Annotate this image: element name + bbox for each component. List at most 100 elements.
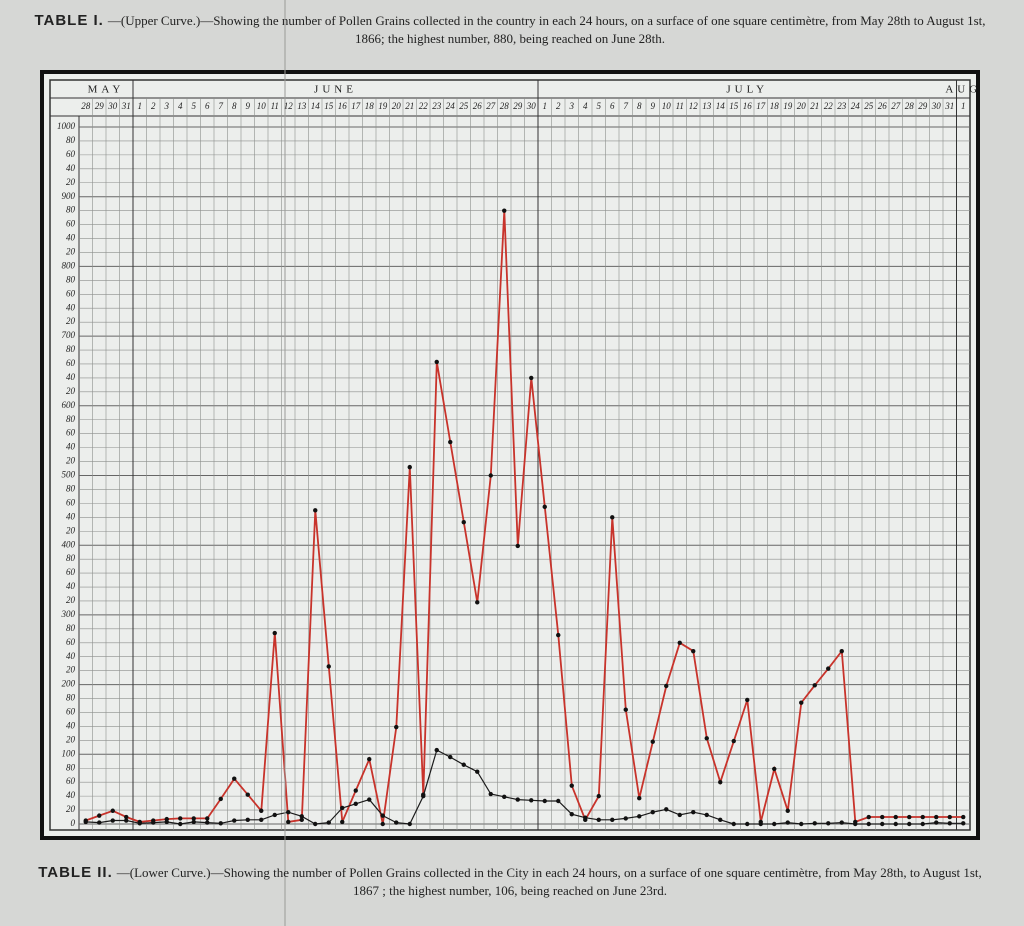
data-point: [610, 817, 615, 823]
x-tick-label: 1: [961, 101, 966, 111]
caption-text: —(Lower Curve.)—Showing the number of Po…: [116, 865, 982, 898]
data-point: [880, 814, 885, 820]
y-tick-label: 80: [66, 414, 76, 424]
data-point: [245, 792, 250, 797]
y-tick-label: 100: [62, 748, 76, 758]
x-tick-label: 29: [918, 101, 928, 111]
data-point: [772, 766, 777, 772]
month-label: JUNE: [314, 84, 357, 96]
x-tick-label: 9: [246, 101, 251, 111]
data-point: [664, 683, 669, 689]
data-point: [785, 808, 790, 813]
y-tick-label: 900: [62, 191, 76, 201]
data-point: [191, 819, 196, 825]
data-point: [583, 815, 588, 820]
x-tick-label: 29: [95, 101, 105, 111]
y-tick-label: 40: [66, 581, 76, 591]
data-point: [866, 814, 871, 820]
data-point: [448, 754, 453, 760]
data-point: [718, 779, 723, 785]
data-point: [650, 809, 655, 815]
data-point: [758, 821, 763, 827]
x-tick-label: 25: [864, 101, 874, 111]
y-tick-label: 800: [62, 260, 76, 270]
x-tick-label: 11: [676, 101, 684, 111]
data-point: [488, 473, 493, 478]
data-point: [637, 796, 642, 801]
x-tick-label: 9: [651, 101, 656, 111]
x-tick-label: 19: [783, 101, 793, 111]
data-point: [664, 807, 669, 812]
data-point: [164, 819, 169, 825]
y-tick-label: 80: [66, 274, 76, 284]
data-point: [677, 640, 682, 645]
x-tick-label: 2: [151, 101, 156, 111]
data-point: [380, 821, 385, 827]
y-tick-label: 40: [66, 442, 76, 452]
y-tick-label: 60: [66, 428, 76, 438]
data-point: [893, 814, 898, 820]
x-tick-label: 20: [797, 101, 807, 111]
data-point: [83, 819, 88, 825]
data-point: [515, 797, 520, 802]
y-tick-label: 60: [66, 497, 76, 507]
x-tick-label: 5: [192, 101, 197, 111]
y-tick-label: 20: [66, 247, 76, 257]
x-tick-label: 1: [543, 101, 548, 111]
x-tick-label: 26: [878, 101, 888, 111]
x-tick-label: 8: [232, 101, 237, 111]
y-tick-label: 40: [66, 720, 76, 730]
y-tick-label: 20: [66, 804, 76, 814]
data-point: [934, 820, 939, 825]
series-line: [85, 210, 964, 825]
data-point: [650, 739, 655, 744]
y-tick-label: 60: [66, 707, 76, 717]
data-point: [245, 817, 250, 823]
data-point: [961, 814, 966, 820]
data-point: [691, 648, 696, 654]
x-tick-label: 3: [569, 101, 575, 111]
data-point: [97, 813, 102, 818]
x-tick-label: 12: [689, 101, 699, 111]
y-tick-label: 400: [62, 539, 76, 549]
data-point: [691, 809, 696, 815]
x-tick-label: 18: [365, 101, 375, 111]
data-point: [475, 600, 480, 605]
data-point: [367, 756, 372, 762]
y-tick-label: 600: [62, 400, 76, 410]
data-point: [232, 818, 237, 823]
y-tick-label: 80: [66, 693, 76, 703]
title: TABLE I. —(Upper Curve.)—Showing the numb…: [30, 12, 990, 48]
data-point: [232, 776, 237, 781]
data-point: [205, 816, 210, 821]
data-point: [961, 821, 966, 826]
y-tick-label: 20: [66, 595, 76, 605]
data-point: [745, 821, 750, 827]
x-tick-label: 17: [756, 101, 766, 111]
chart-frame: [40, 70, 980, 840]
x-tick-label: 10: [662, 101, 672, 111]
data-point: [191, 816, 196, 821]
data-point: [178, 821, 183, 827]
y-tick-label: 20: [66, 665, 76, 675]
y-tick-label: 20: [66, 386, 76, 396]
x-tick-label: 18: [770, 101, 780, 111]
data-point: [812, 821, 817, 826]
y-tick-label: 20: [66, 177, 76, 187]
y-tick-label: 60: [66, 567, 76, 577]
x-tick-label: 30: [931, 101, 942, 111]
data-point: [839, 648, 844, 654]
data-point: [556, 798, 561, 804]
data-point: [272, 630, 277, 636]
data-point: [340, 805, 345, 811]
x-tick-label: 4: [583, 101, 588, 111]
y-tick-label: 200: [62, 679, 76, 689]
x-tick-label: 24: [446, 101, 456, 111]
x-tick-label: 4: [178, 101, 183, 111]
x-tick-label: 14: [716, 101, 726, 111]
data-point: [313, 821, 318, 827]
data-point: [97, 820, 102, 825]
data-point: [340, 819, 345, 825]
data-point: [637, 814, 642, 819]
